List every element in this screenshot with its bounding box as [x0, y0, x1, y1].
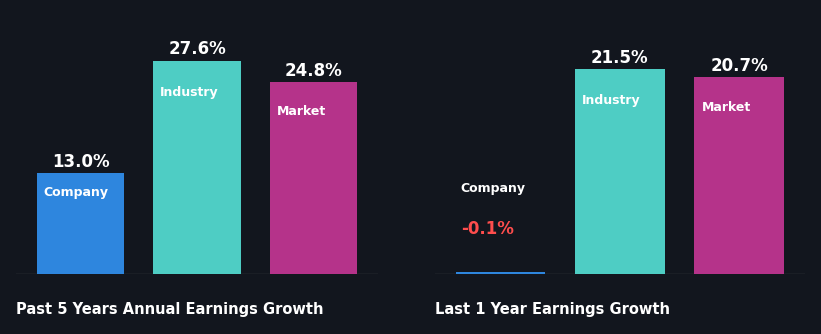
Bar: [37, 173, 124, 274]
Text: 20.7%: 20.7%: [710, 57, 768, 74]
Text: Market: Market: [277, 105, 326, 118]
Bar: [270, 82, 357, 274]
Text: Last 1 Year Earnings Growth: Last 1 Year Earnings Growth: [435, 302, 670, 317]
Text: Company: Company: [461, 182, 525, 195]
Text: Industry: Industry: [160, 86, 219, 99]
Text: Industry: Industry: [582, 94, 641, 107]
Text: Company: Company: [44, 185, 109, 198]
Text: 13.0%: 13.0%: [52, 153, 109, 171]
Bar: [576, 69, 664, 274]
Text: Past 5 Years Annual Earnings Growth: Past 5 Years Annual Earnings Growth: [16, 302, 324, 317]
Text: 27.6%: 27.6%: [168, 40, 226, 58]
Bar: [456, 273, 545, 274]
Text: 21.5%: 21.5%: [591, 49, 649, 67]
Bar: [695, 77, 784, 274]
Bar: [154, 61, 241, 274]
Text: Market: Market: [701, 101, 750, 114]
Text: -0.1%: -0.1%: [461, 219, 514, 237]
Text: 24.8%: 24.8%: [285, 62, 342, 80]
